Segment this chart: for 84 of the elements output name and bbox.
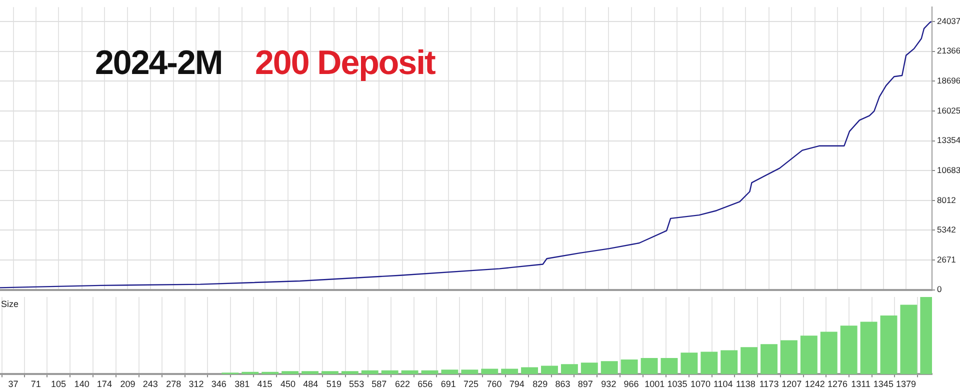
bar <box>800 336 818 374</box>
x-tick-label: 1070 <box>690 379 711 390</box>
x-tick-label: 71 <box>30 379 41 390</box>
y-tick-label: 16025 <box>937 105 960 116</box>
bar <box>620 360 638 374</box>
bar <box>441 370 458 374</box>
x-tick-label: 622 <box>394 379 410 390</box>
x-tick-label: 1035 <box>667 379 688 390</box>
x-tick-label: 794 <box>509 379 524 390</box>
bar <box>341 371 358 374</box>
bar <box>760 344 778 374</box>
bar <box>560 364 578 374</box>
x-tick-label: 966 <box>624 379 639 390</box>
x-tick-label: 174 <box>96 379 112 390</box>
x-tick-label: 1379 <box>896 379 916 390</box>
y-tick-label: 2671 <box>937 254 956 264</box>
text: 200 Deposit <box>255 44 435 83</box>
x-tick-label: 415 <box>257 379 272 390</box>
y-tick-label: 21366 <box>937 46 960 56</box>
x-tick-label: 312 <box>188 379 204 390</box>
x-tick-label: 346 <box>211 379 226 390</box>
x-tick-label: 519 <box>326 379 342 390</box>
bar <box>401 370 418 374</box>
y-axis-title: Size <box>1 299 19 309</box>
x-tick-label: 1276 <box>828 379 848 390</box>
bar <box>860 322 878 374</box>
x-tick-label: 863 <box>555 379 570 390</box>
x-tick-label: 105 <box>51 379 66 390</box>
x-tick-label: 725 <box>463 379 479 390</box>
bar <box>660 358 678 374</box>
x-tick-label: 656 <box>418 379 433 390</box>
x-tick-label: 450 <box>280 379 296 390</box>
x-tick-label: 691 <box>440 379 456 390</box>
bar <box>820 332 838 374</box>
bar <box>880 316 898 374</box>
x-tick-label: 760 <box>486 379 502 390</box>
bar <box>541 366 558 374</box>
x-tick-label: 278 <box>166 379 182 390</box>
x-tick-label: 1173 <box>759 379 779 390</box>
x-tick-label: 37 <box>8 379 18 390</box>
bar <box>580 362 598 374</box>
x-tick-label: 140 <box>74 379 90 390</box>
bar <box>700 352 718 374</box>
y-tick-label: 10683 <box>937 164 960 175</box>
x-tick-label: 243 <box>142 379 158 390</box>
x-tick-label: 1311 <box>851 379 870 390</box>
bar <box>521 367 538 374</box>
x-tick-label: 553 <box>349 379 364 390</box>
x-tick-label: 381 <box>234 379 250 390</box>
y-tick-label: 8012 <box>937 194 956 205</box>
y-tick-label: 0 <box>937 284 942 294</box>
bar <box>840 326 858 374</box>
x-tick-label: 1138 <box>736 379 756 390</box>
bar <box>361 370 378 374</box>
bar <box>321 371 338 374</box>
x-tick-label: 484 <box>303 379 318 390</box>
y-tick-label: 13354 <box>937 135 960 146</box>
x-tick-label: 897 <box>578 379 593 390</box>
x-tick-label: 1207 <box>782 379 802 390</box>
bar <box>282 371 299 374</box>
bar <box>302 371 318 374</box>
x-tick-label: 1242 <box>804 379 825 390</box>
bar <box>381 370 398 374</box>
bar <box>740 347 758 374</box>
bar <box>461 370 478 374</box>
x-tick-label: 209 <box>120 379 136 390</box>
x-tick-label: 1001 <box>644 379 665 390</box>
bar <box>780 340 798 374</box>
bar <box>481 368 498 374</box>
x-tick-label: 829 <box>532 379 548 390</box>
y-tick-label: 5342 <box>937 224 956 235</box>
x-tick-label: 1345 <box>873 379 894 390</box>
y-tick-label: 18696 <box>937 75 960 86</box>
x-tick-label: 1104 <box>713 379 733 390</box>
text: 2024-2M <box>95 44 222 83</box>
bar <box>720 350 738 374</box>
x-tick-label: 932 <box>601 379 616 390</box>
bar <box>680 352 698 374</box>
bar <box>640 358 658 374</box>
x-tick-label: 587 <box>372 379 387 390</box>
bar <box>900 304 918 374</box>
bar <box>501 368 518 374</box>
bar <box>600 361 618 374</box>
y-tick-label: 24037 <box>937 16 960 26</box>
